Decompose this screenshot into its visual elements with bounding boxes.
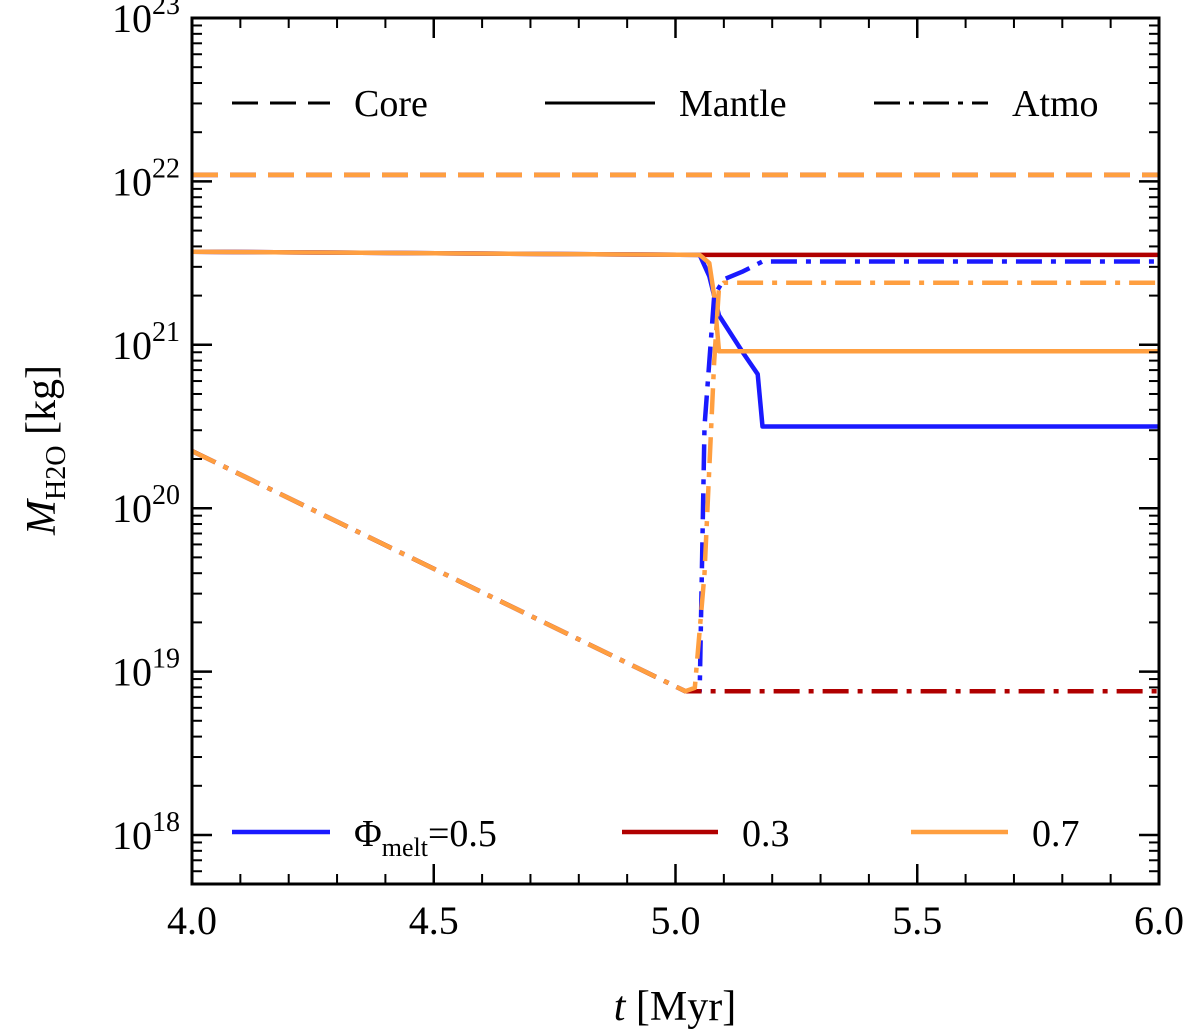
x-tick-label: 4.5 xyxy=(409,898,459,943)
x-tick-label: 6.0 xyxy=(1134,898,1184,943)
y-tick-label: 1023 xyxy=(112,0,180,41)
y-tick-label: 1018 xyxy=(112,807,180,858)
y-tick-label: 1019 xyxy=(112,644,180,695)
plot-frame xyxy=(190,16,1161,886)
style-legend-label-atmo: Atmo xyxy=(1012,83,1099,125)
series-atmo-0.3 xyxy=(191,448,1159,694)
y-axis-label: MH2O [kg] xyxy=(19,365,72,536)
style-legend: Core Mantle Atmo xyxy=(232,83,1099,125)
series-atmo-0.7 xyxy=(191,280,1159,694)
minor-ticks xyxy=(191,18,1160,884)
color-legend-label-0: Φmelt=0.5 xyxy=(354,813,497,862)
style-legend-label-mantle: Mantle xyxy=(679,83,787,125)
x-tick-label: 5.0 xyxy=(651,898,701,943)
y-tick-label: 1021 xyxy=(112,317,180,368)
x-axis-label: t [Myr] xyxy=(614,984,736,1030)
y-axis: 1018 1019 1020 1021 1022 1023 xyxy=(112,0,1159,858)
y-tick-label: 1020 xyxy=(112,480,180,531)
color-legend: Φmelt=0.5 0.3 0.7 xyxy=(232,813,1080,862)
plot-lines xyxy=(191,172,1159,694)
x-axis: 4.0 4.5 5.0 5.5 6.0 xyxy=(167,18,1184,943)
series-mantle-0.5 xyxy=(191,249,1159,429)
y-tick-label: 1022 xyxy=(112,153,180,204)
series-atmo-0.5 xyxy=(191,259,1159,694)
x-tick-label: 5.5 xyxy=(892,898,942,943)
style-legend-label-core: Core xyxy=(354,83,428,125)
color-legend-label-1: 0.3 xyxy=(742,813,790,855)
x-tick-label: 4.0 xyxy=(167,898,217,943)
series-mantle-0.7 xyxy=(191,249,1159,354)
color-legend-label-2: 0.7 xyxy=(1032,813,1080,855)
